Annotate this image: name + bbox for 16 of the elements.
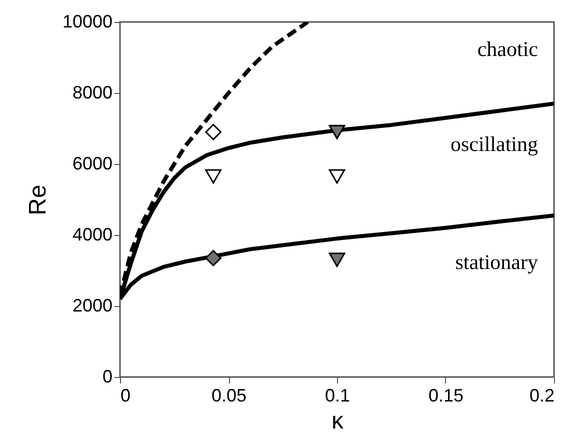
y-tick-label: 10000	[62, 12, 112, 32]
annotation: oscillating	[450, 132, 538, 156]
x-tick-label: 0.1	[324, 386, 350, 406]
y-tick-label: 8000	[72, 82, 112, 102]
x-tick-label: 0.15	[428, 386, 464, 406]
annotation: chaotic	[477, 37, 538, 61]
annotation: stationary	[455, 250, 538, 274]
x-tick-label: 0	[120, 386, 131, 406]
x-axis-title: κ	[332, 408, 344, 432]
y-tick-label: 4000	[72, 224, 112, 244]
y-tick-label: 0	[102, 366, 112, 386]
x-tick-label: 0.05	[211, 386, 247, 406]
y-axis-title: Re	[24, 184, 52, 216]
y-tick-label: 2000	[72, 296, 112, 316]
y-tick-label: 6000	[72, 154, 112, 174]
x-tick-label: 0.2	[529, 386, 554, 406]
